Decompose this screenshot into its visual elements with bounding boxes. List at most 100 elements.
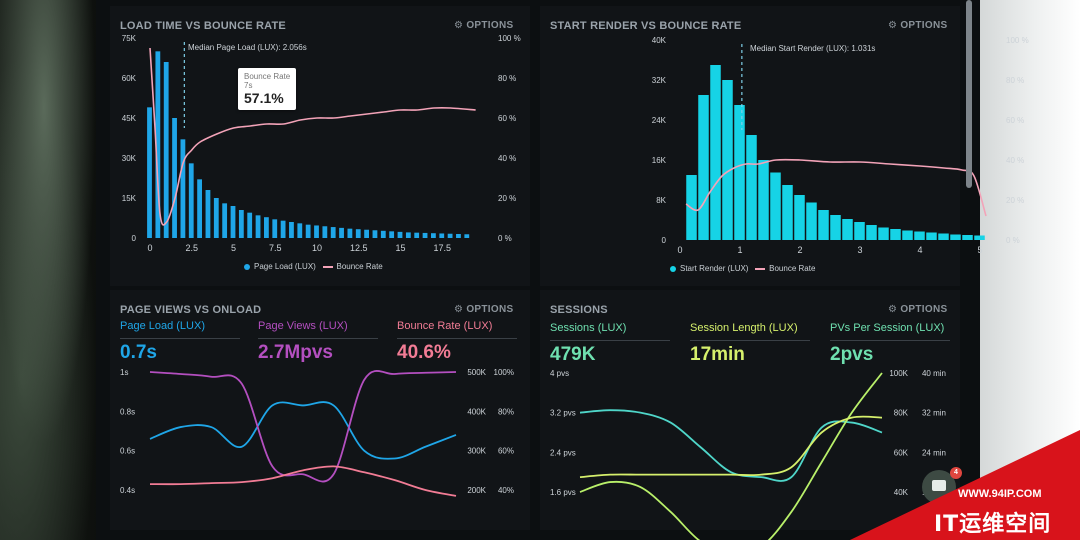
y-tick-right-a: 300K: [467, 447, 486, 456]
bar: [722, 80, 733, 240]
legend-line-icon: [755, 267, 766, 270]
bar: [890, 229, 901, 240]
y-tick-right: 100 %: [498, 34, 521, 43]
divider: [258, 338, 378, 339]
y-tick-left: 15K: [122, 194, 137, 203]
bar: [422, 232, 428, 238]
x-tick: 1: [737, 245, 742, 255]
bar: [322, 226, 328, 238]
divider: [830, 340, 950, 341]
y-tick-right: 20 %: [1006, 196, 1024, 205]
bar: [431, 233, 436, 238]
divider: [120, 338, 240, 339]
legend-dot-icon: [244, 263, 250, 270]
y-tick-right: 0 %: [1006, 236, 1020, 245]
metric-value-session-length: 17min: [690, 344, 745, 365]
y-tick-left: 0: [662, 236, 667, 245]
bar: [222, 203, 228, 238]
bar: [974, 235, 985, 240]
options-button[interactable]: ⚙ OPTIONS: [888, 304, 948, 315]
bar: [147, 107, 152, 238]
y-tick-right: 40 %: [1006, 156, 1024, 165]
series-line: [149, 370, 457, 483]
y-tick-right: 20 %: [498, 194, 516, 203]
y-tick-left: 45K: [122, 114, 137, 123]
y-tick-left: 75K: [122, 34, 137, 43]
tooltip-x: 7s: [244, 81, 253, 90]
bar: [397, 231, 403, 238]
bar: [405, 232, 411, 238]
bar: [914, 231, 925, 240]
bar: [347, 228, 353, 238]
metric-label-page-load: Page Load (LUX): [120, 320, 205, 332]
bar: [264, 217, 269, 238]
y-tick-left: 0.6s: [120, 447, 135, 456]
x-tick: 0: [677, 245, 682, 255]
y-tick-right-b: 32 min: [922, 409, 946, 418]
bounce-rate-line: [149, 47, 476, 226]
bar: [364, 229, 369, 238]
bar: [842, 219, 853, 240]
x-tick: 5: [977, 245, 982, 255]
chart-legend: Page Load (LUX) Bounce Rate: [244, 262, 383, 271]
legend-line-icon: [322, 265, 333, 268]
divider: [550, 340, 670, 341]
scrollbar-thumb[interactable]: [966, 0, 972, 188]
legend-bar-label: Start Render (LUX): [680, 264, 749, 273]
divider: [397, 338, 517, 339]
bar: [938, 233, 949, 240]
y-tick-left: 1s: [120, 368, 128, 377]
y-tick-left: 0: [132, 234, 137, 243]
bounce-rate-line: [685, 158, 987, 217]
bar: [878, 227, 889, 240]
load-time-chart: 75K 60K 45K 30K 15K 0 100 % 80 % 60 % 40 % 20 % 0 %…: [122, 34, 521, 253]
legend-bar-label: Page Load (LUX): [254, 262, 316, 271]
bar: [314, 225, 319, 238]
watermark-banner: [850, 430, 1080, 540]
options-button[interactable]: ⚙ OPTIONS: [454, 304, 514, 315]
bar: [213, 198, 219, 238]
bar: [926, 232, 937, 240]
bar: [238, 210, 244, 238]
panel-start-render-vs-bounce-rate: START RENDER VS BOUNCE RATE ⚙ OPTIONS 40…: [540, 6, 1029, 286]
series-line: [149, 401, 457, 460]
bar: [447, 233, 453, 238]
bar: [297, 223, 303, 238]
bar: [698, 95, 709, 240]
y-tick-left: 16K: [652, 156, 667, 165]
dashboard-screen: LOAD TIME VS BOUNCE RATE ⚙ OPTIONS 75K 60…: [96, 0, 1029, 540]
y-tick-right: 60 %: [1006, 116, 1024, 125]
bar: [172, 118, 177, 238]
x-tick: 12.5: [350, 243, 368, 253]
y-tick-left: 3.2 pvs: [550, 409, 576, 418]
bar: [950, 234, 961, 240]
y-tick-left: 0.4s: [120, 486, 135, 495]
bar: [710, 65, 721, 240]
bar: [339, 227, 344, 238]
series-line: [579, 372, 883, 540]
series-line: [579, 409, 883, 482]
metric-label-page-views: Page Views (LUX): [258, 320, 348, 332]
x-tick: 7.5: [269, 243, 282, 253]
bar: [205, 190, 211, 238]
start-render-chart: 40K 32K 24K 16K 8K 0 100 % 80 % 60 % 40 % 20 % 0 % 0…: [652, 36, 1029, 255]
bar: [188, 163, 194, 238]
panel-page-views-vs-onload: PAGE VIEWS VS ONLOAD ⚙ OPTIONS Page Load…: [110, 290, 530, 530]
bar: [305, 224, 311, 238]
y-tick-left: 32K: [652, 76, 667, 85]
y-tick-right-a: 100K: [889, 369, 908, 378]
y-tick-left: 40K: [652, 36, 667, 45]
y-tick-left: 60K: [122, 74, 137, 83]
x-tick: 4: [917, 245, 922, 255]
bar: [163, 62, 169, 238]
bar: [380, 230, 386, 238]
metric-value-sessions: 479K: [550, 344, 596, 365]
options-button[interactable]: ⚙ OPTIONS: [888, 20, 948, 31]
y-tick-left: 1.6 pvs: [550, 488, 576, 497]
panel-title: LOAD TIME VS BOUNCE RATE: [120, 20, 286, 32]
options-button[interactable]: ⚙ OPTIONS: [454, 20, 514, 31]
bar: [464, 234, 470, 238]
y-tick-left: 2.4 pvs: [550, 448, 576, 457]
metric-label-sessions: Sessions (LUX): [550, 322, 627, 334]
bar: [247, 212, 253, 238]
